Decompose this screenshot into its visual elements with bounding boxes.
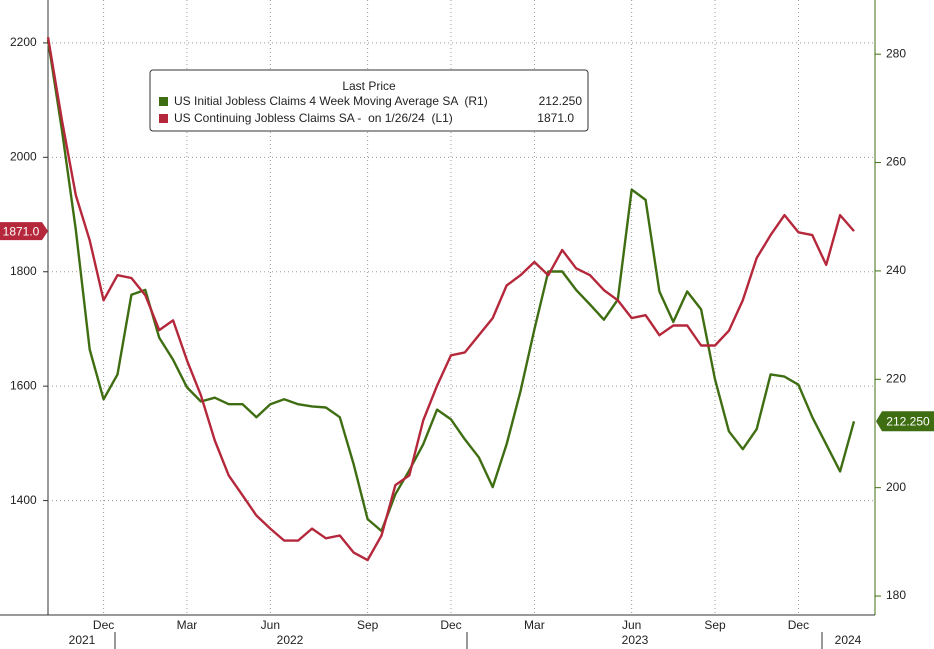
x-tick-label: Mar [177,618,198,632]
y2-tick-label: 180 [886,588,906,602]
year-label: 2022 [277,633,304,647]
series-line [46,37,855,562]
last-value-label: 1871.0 [3,224,40,238]
y2-tick-label: 260 [886,155,906,169]
y-tick-label: 2000 [10,149,37,163]
x-tick-label: Jun [622,618,641,632]
year-label: 2024 [835,633,862,647]
x-tick-label: Dec [788,618,809,632]
legend: Last Price US Initial Jobless Claims 4 W… [149,69,589,132]
last-value-tag [876,411,934,432]
y-tick-label: 1400 [10,493,37,507]
legend-value: 1871.0 [537,111,574,125]
plot [46,0,875,615]
x-tick-label: Mar [524,618,545,632]
y2-tick-label: 240 [886,263,906,277]
year-label: 2023 [622,633,649,647]
y-tick-label: 2200 [10,35,37,49]
legend-box [149,69,589,132]
y-tick-label: 1600 [10,378,37,392]
legend-value: 212.250 [539,94,583,108]
legend-swatch [159,97,168,106]
x-tick-label: Dec [93,618,114,632]
x-tick-label: Jun [261,618,280,632]
last-value-tag [0,222,48,241]
last-value-label: 212.250 [886,414,930,428]
x-tick-label: Sep [357,618,379,632]
y2-tick-label: 220 [886,371,906,385]
legend-label: US Initial Jobless Claims 4 Week Moving … [174,94,488,108]
y2-tick-label: 280 [886,46,906,60]
legend-label: US Continuing Jobless Claims SA - on 1/2… [174,111,453,125]
legend-title: Last Price [342,79,396,93]
y-tick-label: 1800 [10,264,37,278]
legend-swatch [159,114,168,123]
y2-tick-label: 200 [886,480,906,494]
year-label: 2021 [69,633,96,647]
x-tick-label: Sep [704,618,726,632]
series-line [46,39,856,533]
x-tick-label: Dec [440,618,461,632]
